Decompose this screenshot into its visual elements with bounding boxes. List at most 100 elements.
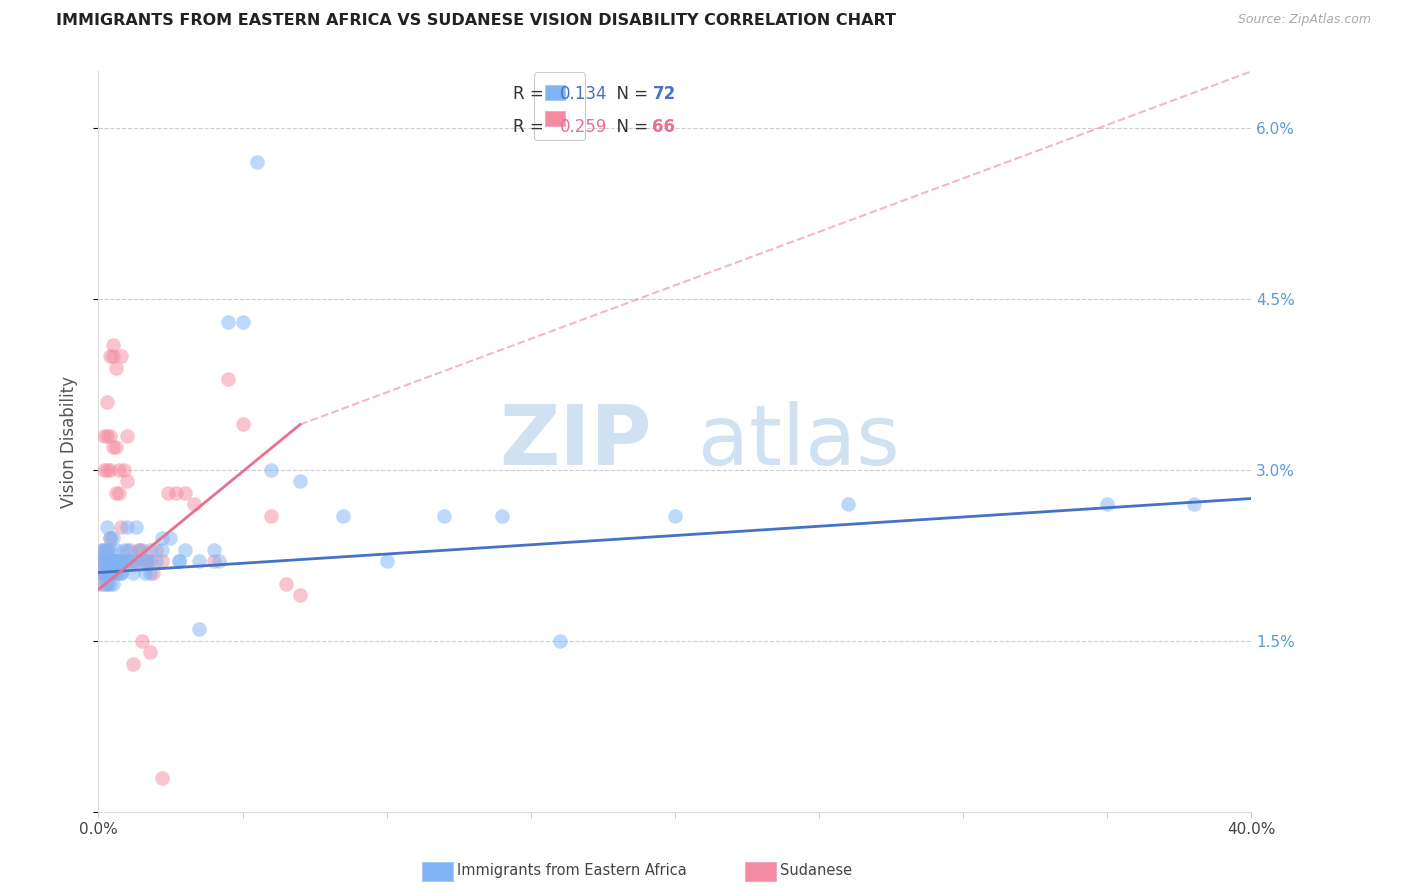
Text: 0.134: 0.134 [560, 85, 607, 103]
Point [93, 577, 115, 591]
Point [120, 542, 142, 557]
Point [101, 566, 124, 580]
Point [117, 475, 139, 489]
Point [139, 645, 162, 659]
Point [96, 394, 118, 409]
Point [90, 577, 112, 591]
Point [93, 429, 115, 443]
Point [104, 360, 127, 375]
Point [188, 554, 211, 568]
Point [136, 554, 159, 568]
Point [202, 542, 225, 557]
Point [96, 566, 118, 580]
Point [98, 554, 121, 568]
Point [96, 520, 118, 534]
Point [165, 485, 187, 500]
Point [98, 532, 121, 546]
Point [142, 566, 165, 580]
Point [107, 566, 129, 580]
Point [90, 554, 112, 568]
Text: ZIP: ZIP [499, 401, 652, 482]
Point [134, 554, 156, 568]
Point [150, 554, 173, 568]
Point [131, 542, 153, 557]
Point [131, 554, 153, 568]
Point [101, 577, 124, 591]
Point [837, 497, 859, 511]
Point [246, 155, 269, 169]
Point [134, 566, 156, 580]
Point [167, 554, 190, 568]
Point [183, 497, 205, 511]
Point [101, 532, 124, 546]
Point [90, 566, 112, 580]
Point [98, 566, 121, 580]
Point [104, 554, 127, 568]
Point [104, 485, 127, 500]
Point [107, 554, 129, 568]
Text: N =: N = [606, 118, 654, 136]
Text: Immigrants from Eastern Africa: Immigrants from Eastern Africa [457, 863, 686, 878]
Point [260, 463, 283, 477]
Point [110, 554, 132, 568]
Point [145, 542, 167, 557]
Point [96, 554, 118, 568]
Point [93, 542, 115, 557]
Point [93, 463, 115, 477]
Point [117, 554, 139, 568]
Point [112, 554, 135, 568]
Point [188, 623, 211, 637]
Point [96, 554, 118, 568]
Y-axis label: Vision Disability: Vision Disability [59, 376, 77, 508]
Point [101, 554, 124, 568]
Point [104, 554, 127, 568]
Point [159, 532, 181, 546]
Point [107, 485, 129, 500]
Text: Sudanese: Sudanese [780, 863, 852, 878]
Point [136, 554, 159, 568]
Point [96, 542, 118, 557]
Text: R =: R = [513, 85, 550, 103]
Point [101, 349, 124, 363]
Point [110, 566, 132, 580]
Point [101, 440, 124, 454]
Legend: , : , [534, 72, 585, 140]
Point [174, 542, 197, 557]
Point [128, 542, 150, 557]
Point [98, 349, 121, 363]
Point [125, 554, 148, 568]
Point [110, 566, 132, 580]
Point [104, 440, 127, 454]
Point [548, 633, 571, 648]
Point [98, 554, 121, 568]
Point [125, 520, 148, 534]
Point [274, 577, 297, 591]
Point [150, 532, 173, 546]
Point [98, 566, 121, 580]
Point [117, 520, 139, 534]
Text: 66: 66 [652, 118, 675, 136]
Point [96, 566, 118, 580]
Point [117, 429, 139, 443]
Point [110, 520, 132, 534]
Point [93, 554, 115, 568]
Text: 72: 72 [652, 85, 676, 103]
Point [491, 508, 513, 523]
Point [96, 542, 118, 557]
Point [145, 554, 167, 568]
Point [93, 554, 115, 568]
Point [217, 315, 239, 329]
Point [90, 566, 112, 580]
Point [117, 554, 139, 568]
Point [90, 542, 112, 557]
Point [174, 485, 197, 500]
Point [664, 508, 686, 523]
Point [167, 554, 190, 568]
Point [231, 417, 254, 432]
Point [110, 349, 132, 363]
Point [101, 337, 124, 351]
Point [150, 771, 173, 785]
Point [131, 633, 153, 648]
Point [1182, 497, 1205, 511]
Point [290, 588, 312, 602]
